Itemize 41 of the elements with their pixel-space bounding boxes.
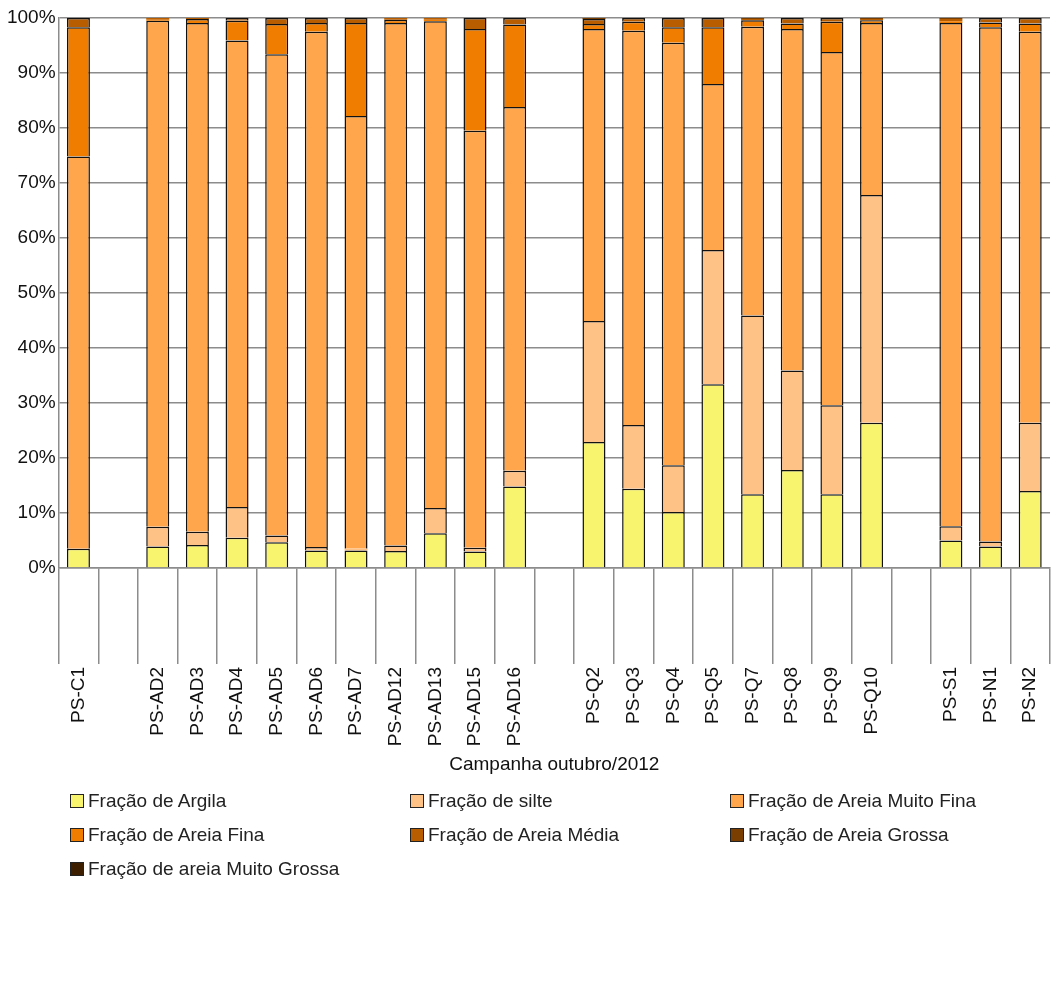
x-tick-label: PS-Q8 bbox=[780, 667, 802, 725]
legend-label: Fração de Areia Média bbox=[428, 824, 620, 846]
x-axis-title: Campanha outubro/2012 bbox=[449, 752, 660, 774]
x-tick-label: PS-N1 bbox=[978, 667, 1000, 723]
y-tick-label: 40% bbox=[17, 336, 56, 358]
legend-label: Fração de areia Muito Grossa bbox=[88, 858, 340, 880]
x-tick-label: PS-Q9 bbox=[820, 667, 842, 725]
y-tick-label: 10% bbox=[17, 501, 56, 523]
x-tick-label: PS-Q7 bbox=[740, 667, 762, 725]
y-tick-label: 60% bbox=[17, 226, 56, 248]
x-tick-label: PS-AD6 bbox=[304, 667, 326, 736]
x-tick-label: PS-AD13 bbox=[423, 667, 445, 747]
x-tick-label: PS-AD3 bbox=[185, 667, 207, 736]
y-tick-label: 80% bbox=[17, 116, 56, 138]
x-tick-label: PS-Q2 bbox=[582, 667, 604, 725]
y-tick-label: 30% bbox=[17, 391, 56, 413]
legend-label: Fração de Argila bbox=[88, 790, 227, 812]
x-tick-label: PS-AD16 bbox=[502, 667, 524, 747]
y-tick-label: 0% bbox=[28, 556, 56, 578]
x-tick-label: PS-AD15 bbox=[463, 667, 485, 747]
x-tick-label: PS-C1 bbox=[66, 667, 88, 723]
x-tick-label: PS-AD4 bbox=[225, 666, 247, 736]
x-tick-label: PS-AD5 bbox=[264, 667, 286, 736]
x-tick-label: PS-S1 bbox=[939, 667, 961, 722]
x-tick-label: PS-AD2 bbox=[145, 667, 167, 736]
y-tick-label: 90% bbox=[17, 61, 56, 83]
y-tick-label: 50% bbox=[17, 281, 56, 303]
y-tick-label: 70% bbox=[17, 171, 56, 193]
legend-label: Fração de Areia Muito Fina bbox=[748, 790, 977, 812]
legend-label: Fração de Areia Fina bbox=[88, 824, 265, 846]
y-tick-label: 100% bbox=[6, 6, 56, 28]
x-tick-label: PS-Q3 bbox=[621, 667, 643, 725]
y-tick-label: 20% bbox=[17, 446, 56, 468]
legend-label: Fração de silte bbox=[428, 790, 553, 812]
x-tick-label: PS-Q10 bbox=[859, 667, 881, 735]
x-tick-label: PS-N2 bbox=[1018, 667, 1040, 723]
x-tick-label: PS-AD7 bbox=[344, 667, 366, 736]
x-tick-label: PS-Q5 bbox=[701, 667, 723, 725]
x-tick-label: PS-Q4 bbox=[661, 666, 683, 725]
x-tick-label: PS-AD12 bbox=[383, 667, 405, 747]
legend-label: Fração de Areia Grossa bbox=[748, 824, 949, 846]
